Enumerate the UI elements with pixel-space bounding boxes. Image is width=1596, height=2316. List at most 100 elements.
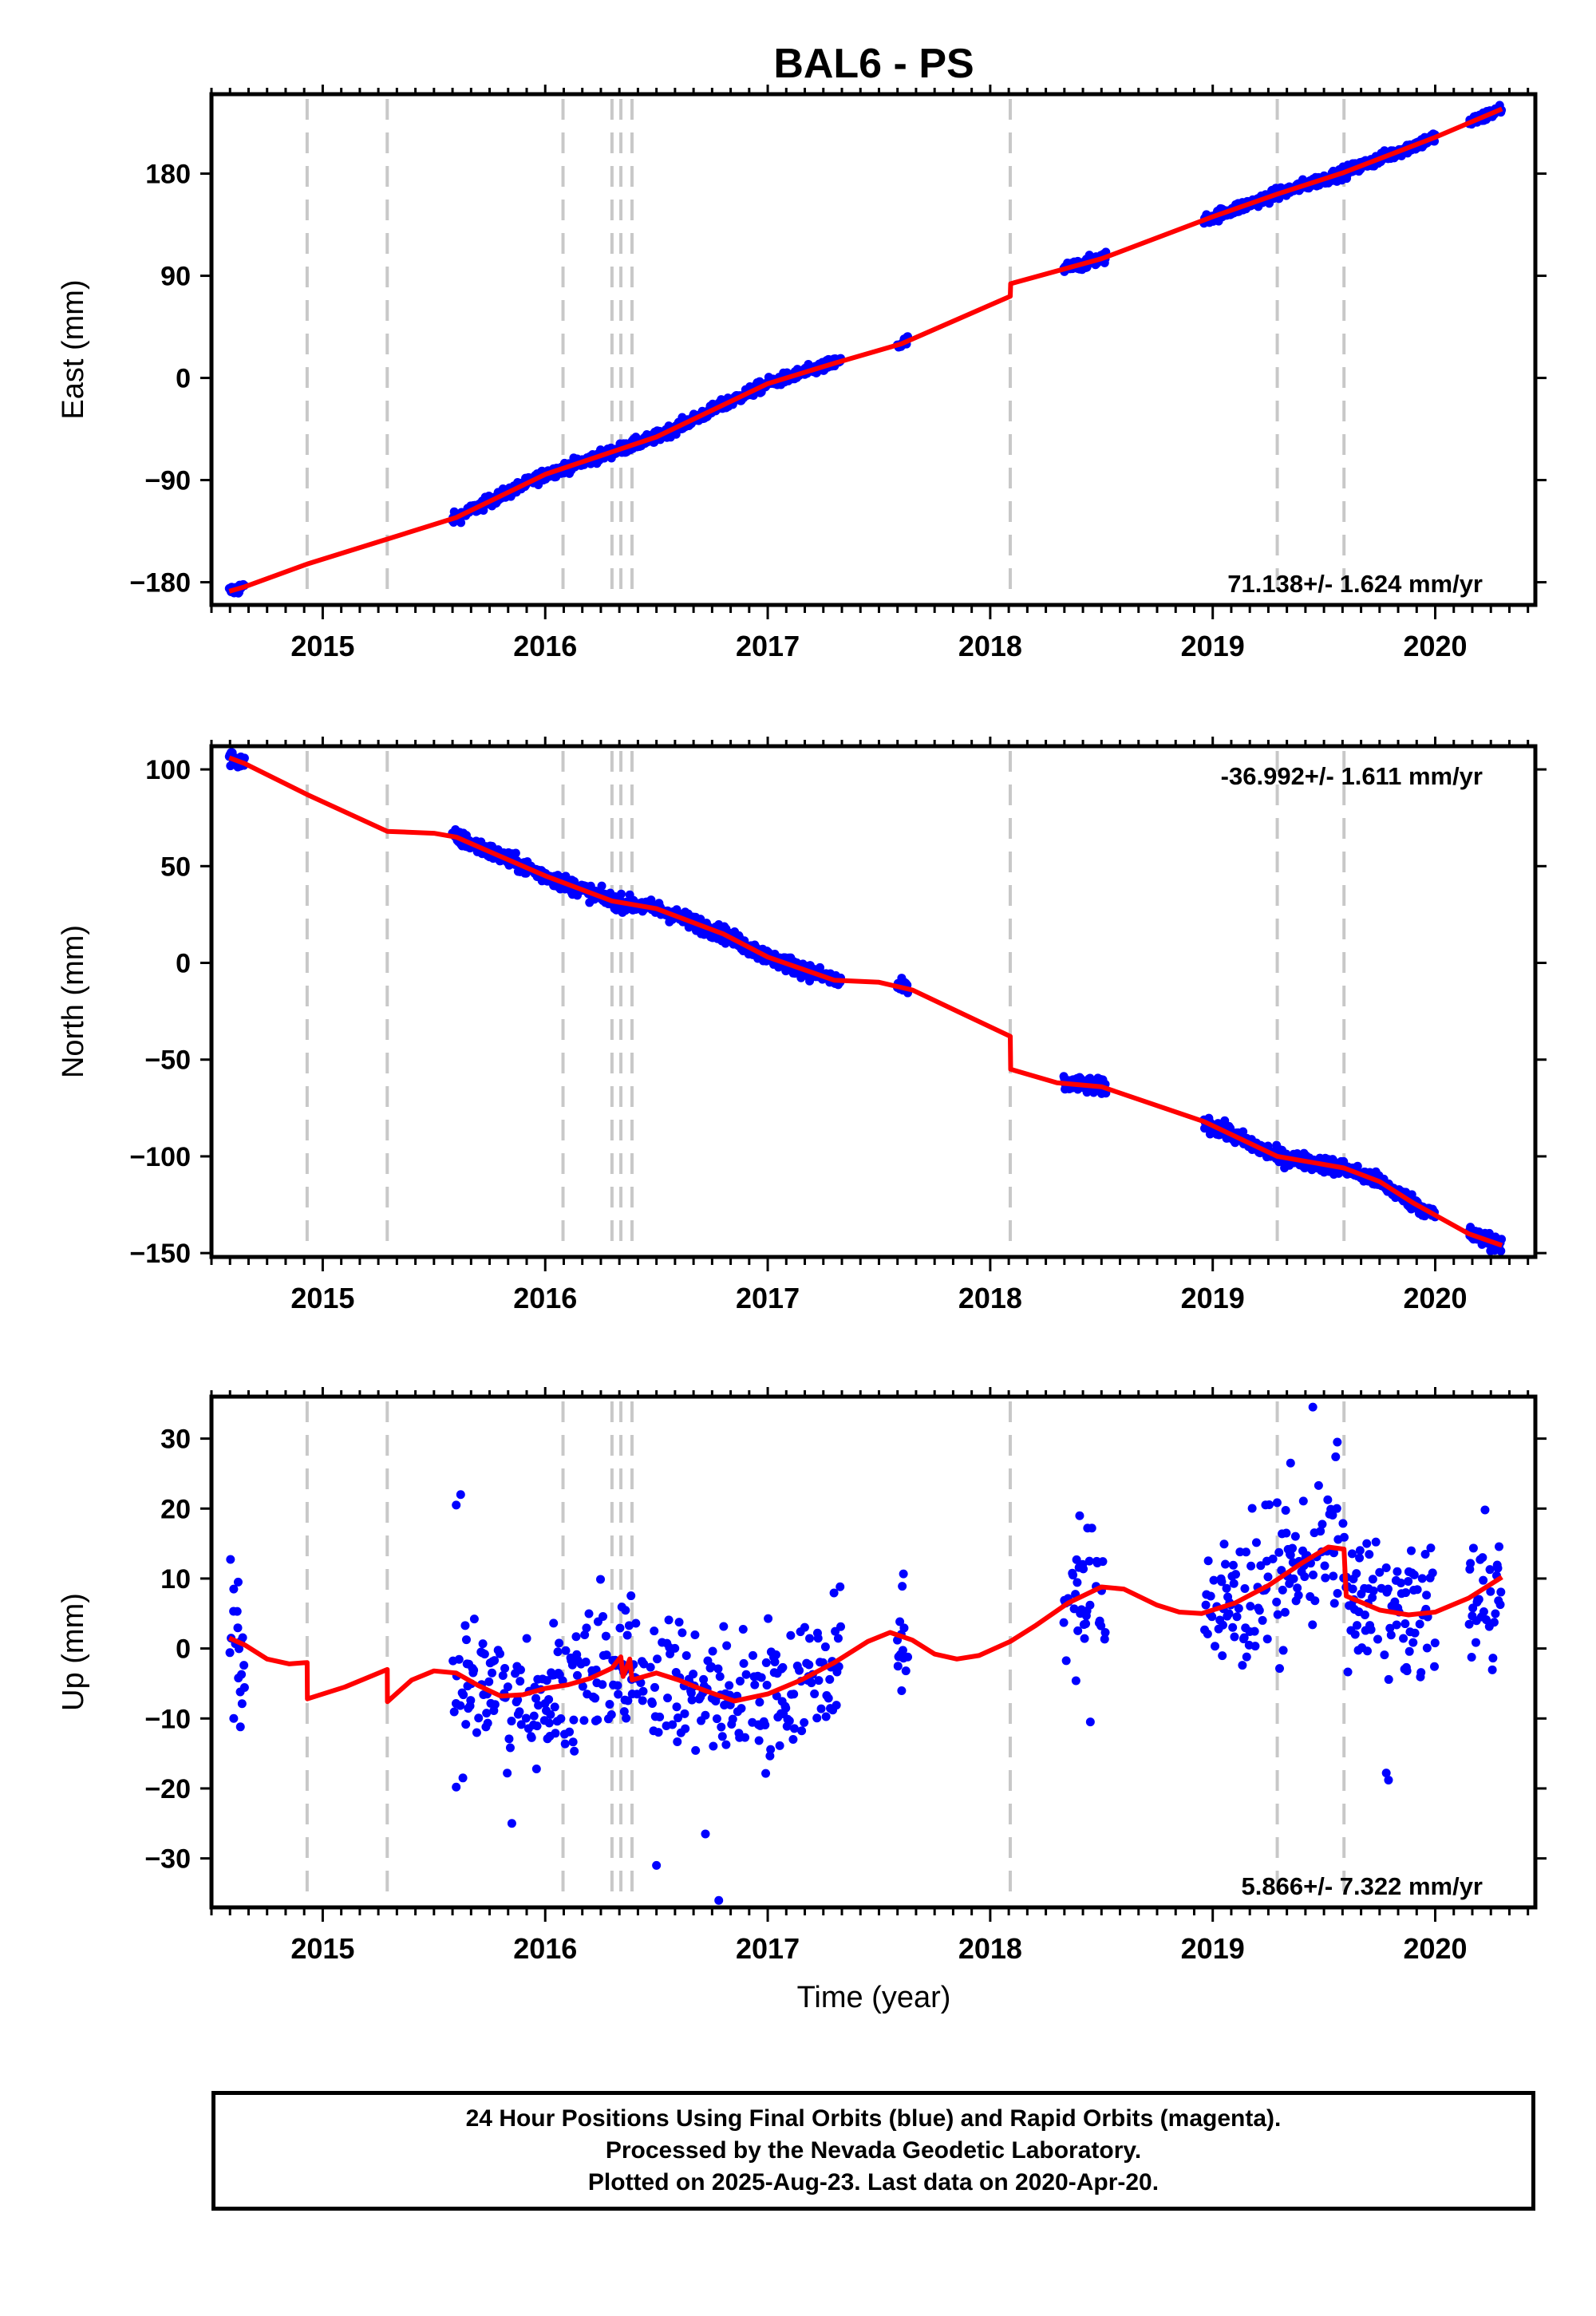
data-point xyxy=(674,1618,684,1627)
x-tick-label: 2016 xyxy=(513,1932,577,1965)
data-point xyxy=(781,1703,791,1713)
data-point xyxy=(1467,1653,1476,1662)
data-point xyxy=(1080,1634,1089,1643)
data-point xyxy=(456,1701,465,1710)
data-point xyxy=(1331,1452,1341,1461)
data-point xyxy=(1278,1646,1288,1655)
data-point xyxy=(1069,1604,1079,1614)
data-point xyxy=(1232,1612,1242,1622)
data-point xyxy=(503,1769,512,1778)
data-point xyxy=(584,1609,594,1618)
data-point-outlier xyxy=(1308,1402,1317,1412)
data-point xyxy=(707,1662,717,1671)
footer-caption: 24 Hour Positions Using Final Orbits (bl… xyxy=(211,2091,1535,2211)
data-point xyxy=(653,1654,662,1664)
data-point xyxy=(899,1569,908,1579)
data-point xyxy=(513,1695,523,1705)
panel-frame xyxy=(209,92,1538,607)
data-point xyxy=(638,1696,647,1705)
data-point xyxy=(805,1634,815,1643)
data-point xyxy=(690,1630,700,1639)
data-point xyxy=(1272,1597,1282,1607)
data-point xyxy=(1404,1576,1413,1586)
data-point xyxy=(1333,1588,1342,1598)
data-point xyxy=(1368,1575,1377,1584)
data-point xyxy=(449,1707,459,1717)
data-point xyxy=(680,1709,689,1718)
data-point xyxy=(1339,1532,1349,1542)
data-point xyxy=(1365,1550,1374,1559)
x-tick-label: 2019 xyxy=(1181,630,1245,662)
data-point xyxy=(672,1702,681,1712)
data-point xyxy=(1309,1570,1318,1579)
y-tick-label: 30 xyxy=(160,1425,191,1455)
data-point xyxy=(560,1739,570,1749)
data-point xyxy=(674,1713,683,1723)
data-point xyxy=(1352,1569,1361,1579)
data-point xyxy=(1081,1619,1091,1629)
data-point xyxy=(601,1631,610,1641)
data-point xyxy=(1478,1553,1487,1563)
data-point xyxy=(613,1681,622,1690)
data-point xyxy=(1218,1651,1227,1661)
data-point xyxy=(1332,1504,1341,1513)
data-point xyxy=(456,518,466,528)
data-point xyxy=(800,1622,809,1632)
data-points xyxy=(224,101,1507,598)
data-point xyxy=(1268,1554,1278,1563)
data-point xyxy=(605,1699,614,1709)
data-point xyxy=(668,1720,678,1729)
data-point xyxy=(1217,1577,1227,1587)
data-point xyxy=(454,1654,464,1664)
data-point xyxy=(687,1695,697,1705)
x-tick-label: 2018 xyxy=(958,630,1022,662)
data-point xyxy=(1317,1520,1327,1529)
data-point xyxy=(1479,1575,1488,1585)
data-point-outlier xyxy=(456,1490,465,1500)
data-point xyxy=(725,1681,734,1690)
data-point xyxy=(1479,1607,1488,1616)
data-point xyxy=(500,1663,510,1673)
data-point xyxy=(1072,1555,1081,1564)
data-point xyxy=(1061,1656,1071,1666)
data-point xyxy=(482,1709,492,1718)
data-point xyxy=(1343,1667,1353,1677)
data-point xyxy=(495,1649,504,1658)
data-point-outlier xyxy=(1085,1717,1095,1727)
data-point xyxy=(1464,1619,1474,1629)
data-point xyxy=(820,1642,830,1652)
data-point xyxy=(775,1741,784,1750)
data-point xyxy=(1329,1599,1339,1608)
data-point xyxy=(1497,1235,1507,1244)
data-point xyxy=(762,1680,772,1690)
data-point xyxy=(1348,1584,1357,1594)
data-point xyxy=(570,1746,579,1756)
data-point xyxy=(1286,1551,1295,1560)
data-point xyxy=(551,1729,560,1738)
data-point xyxy=(1206,1591,1215,1601)
data-point xyxy=(1355,1546,1365,1555)
data-point xyxy=(738,1624,748,1634)
data-point-outlier xyxy=(701,1829,710,1839)
data-point xyxy=(1288,1543,1298,1553)
data-point-outlier xyxy=(458,1773,468,1783)
data-point xyxy=(544,1718,554,1728)
data-point xyxy=(754,1736,764,1745)
data-point xyxy=(239,1661,249,1670)
data-point-outlier xyxy=(229,1713,239,1723)
data-point xyxy=(1329,1548,1338,1558)
data-point xyxy=(622,1713,631,1723)
data-point xyxy=(678,1628,687,1638)
y-tick-label: 90 xyxy=(160,262,191,292)
data-point xyxy=(673,1737,682,1746)
data-point xyxy=(460,1621,470,1630)
data-point xyxy=(1228,1622,1238,1632)
data-point xyxy=(1073,1626,1083,1635)
data-point xyxy=(1480,1505,1490,1515)
data-point xyxy=(1211,1642,1220,1651)
data-point xyxy=(1321,1573,1330,1583)
data-point xyxy=(484,1677,494,1686)
data-point xyxy=(719,1622,729,1631)
x-tick-label: 2017 xyxy=(736,630,800,662)
data-point xyxy=(1380,1650,1389,1660)
